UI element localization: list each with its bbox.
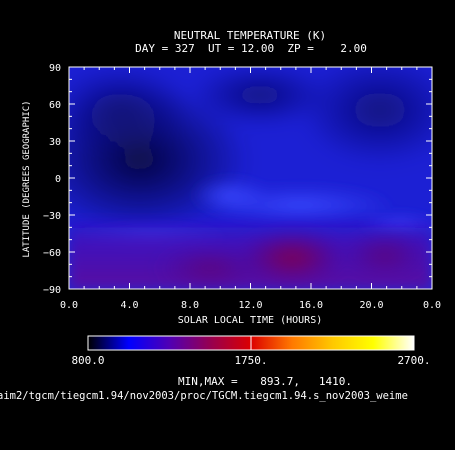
- axis-ticks: [68, 66, 433, 290]
- y-tick-label: 0: [55, 174, 61, 185]
- y-tick-label: −30: [43, 211, 61, 222]
- y-tick-labels: 90 60 30 0 −30 −60 −90: [43, 63, 61, 296]
- x-tick-label: 4.0: [120, 300, 138, 311]
- colorbar-min-label: 800.0: [71, 354, 104, 367]
- x-tick-label: 0.0: [60, 300, 78, 311]
- x-tick-labels: 0.0 4.0 8.0 12.0 16.0 20.0 0.0: [60, 300, 441, 311]
- heatmap-field: [69, 67, 432, 289]
- y-tick-label: −90: [43, 285, 61, 296]
- max-value: 1410.: [319, 375, 352, 388]
- y-tick-label: 60: [49, 100, 61, 111]
- min-value: 893.7,: [260, 375, 300, 388]
- y-tick-label: −60: [43, 248, 61, 259]
- chart-title: NEUTRAL TEMPERATURE (K): [174, 29, 326, 42]
- y-axis-label: LATITUDE (DEGREES GEOGRAPHIC): [22, 100, 32, 257]
- hot-region-southern: [237, 232, 347, 284]
- chart-subtitle: DAY = 327 UT = 12.00 ZP = 2.00: [135, 42, 367, 55]
- x-tick-label: 0.0: [423, 300, 441, 311]
- source-file-path: aim2/tgcm/tiegcm1.94/nov2003/proc/TGCM.t…: [0, 390, 408, 402]
- colorbar-mid-label: 1750.: [234, 354, 267, 367]
- x-tick-label: 8.0: [181, 300, 199, 311]
- x-axis-label: SOLAR LOCAL TIME (HOURS): [178, 315, 323, 326]
- y-tick-label: 30: [49, 137, 61, 148]
- colorbar-max-label: 2700.: [397, 354, 430, 367]
- x-tick-label: 12.0: [238, 300, 262, 311]
- x-tick-label: 16.0: [299, 300, 323, 311]
- x-tick-label: 20.0: [359, 300, 383, 311]
- minmax-label: MIN,MAX =: [178, 375, 238, 388]
- y-tick-label: 90: [49, 63, 61, 74]
